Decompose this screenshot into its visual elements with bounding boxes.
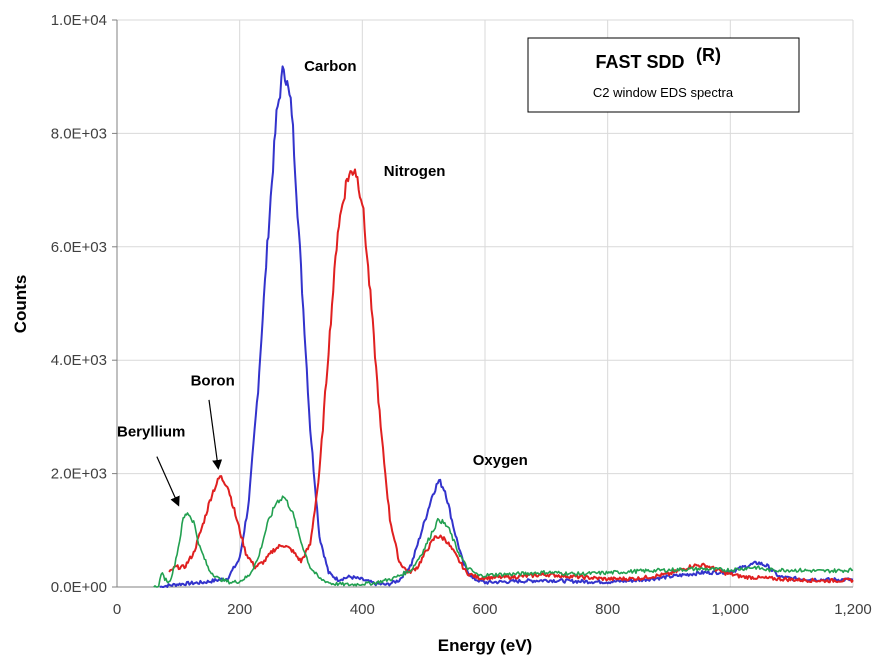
y-tick-label: 6.0E+03 bbox=[51, 239, 107, 256]
annotation-label: Oxygen bbox=[473, 452, 528, 469]
x-tick-label: 400 bbox=[350, 601, 375, 618]
annotation-label: Nitrogen bbox=[384, 163, 446, 180]
annotation-label: Boron bbox=[191, 373, 235, 390]
legend-subtitle: C2 window EDS spectra bbox=[593, 85, 734, 100]
x-tick-label: 1,200 bbox=[834, 601, 872, 618]
y-tick-label: 0.0E+00 bbox=[51, 579, 107, 596]
axes: 0 200 400 600 800 1,000 1,200 0.0E+00 2.0E+03 4.0… bbox=[51, 12, 872, 618]
y-tick-label: 4.0E+03 bbox=[51, 352, 107, 369]
legend-superscript: (R) bbox=[696, 45, 721, 65]
x-tick-label: 200 bbox=[227, 601, 252, 618]
x-tick-label: 0 bbox=[113, 601, 121, 618]
x-axis-title: Energy (eV) bbox=[438, 636, 532, 655]
x-tick-label: 800 bbox=[595, 601, 620, 618]
y-tick-label: 2.0E+03 bbox=[51, 466, 107, 483]
annotation-label: Carbon bbox=[304, 58, 357, 75]
series-layer bbox=[153, 65, 854, 588]
y-tick-label: 8.0E+03 bbox=[51, 125, 107, 142]
y-axis-title: Counts bbox=[11, 275, 30, 334]
series-line-1 bbox=[168, 168, 854, 584]
x-tick-label: 600 bbox=[472, 601, 497, 618]
annotation-label: Beryllium bbox=[117, 424, 185, 441]
series-line-2 bbox=[153, 495, 854, 588]
legend-frame bbox=[527, 37, 800, 113]
annotation-arrow bbox=[156, 456, 180, 507]
y-tick-label: 1.0E+04 bbox=[51, 12, 107, 29]
annotation-arrow bbox=[208, 399, 223, 470]
x-tick-label: 1,000 bbox=[712, 601, 750, 618]
legend-title: FAST SDD bbox=[595, 52, 684, 72]
annotations: Carbon Nitrogen Oxygen Boron Beryllium bbox=[117, 58, 528, 507]
legend-box: FAST SDD (R) C2 window EDS spectra bbox=[527, 37, 800, 113]
